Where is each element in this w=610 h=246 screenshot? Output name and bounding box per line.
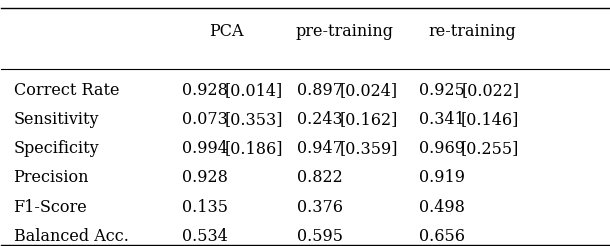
Text: Sensitivity: Sensitivity [13,111,99,128]
Text: 0.969: 0.969 [418,140,465,157]
Text: 0.656: 0.656 [418,228,465,245]
Text: Balanced Acc.: Balanced Acc. [13,228,129,245]
Text: 0.595: 0.595 [297,228,343,245]
Text: [0.024]: [0.024] [340,82,398,99]
Text: 0.928: 0.928 [182,82,228,99]
Text: 0.994: 0.994 [182,140,228,157]
Text: 0.498: 0.498 [418,199,465,215]
Text: 0.947: 0.947 [297,140,343,157]
Text: 0.376: 0.376 [297,199,343,215]
Text: 0.928: 0.928 [182,169,228,186]
Text: F1-Score: F1-Score [13,199,87,215]
Text: 0.822: 0.822 [297,169,343,186]
Text: [0.186]: [0.186] [224,140,282,157]
Text: [0.162]: [0.162] [340,111,398,128]
Text: Specificity: Specificity [13,140,99,157]
Text: 0.341: 0.341 [418,111,465,128]
Text: 0.073: 0.073 [182,111,228,128]
Text: [0.359]: [0.359] [340,140,398,157]
Text: 0.925: 0.925 [418,82,465,99]
Text: 0.534: 0.534 [182,228,228,245]
Text: [0.255]: [0.255] [461,140,519,157]
Text: Correct Rate: Correct Rate [13,82,119,99]
Text: re-training: re-training [428,23,516,40]
Text: [0.014]: [0.014] [224,82,282,99]
Text: 0.135: 0.135 [182,199,228,215]
Text: PCA: PCA [209,23,243,40]
Text: Precision: Precision [13,169,89,186]
Text: 0.919: 0.919 [418,169,465,186]
Text: 0.897: 0.897 [297,82,343,99]
Text: [0.146]: [0.146] [461,111,519,128]
Text: [0.022]: [0.022] [461,82,519,99]
Text: [0.353]: [0.353] [224,111,282,128]
Text: pre-training: pre-training [295,23,393,40]
Text: 0.243: 0.243 [297,111,343,128]
